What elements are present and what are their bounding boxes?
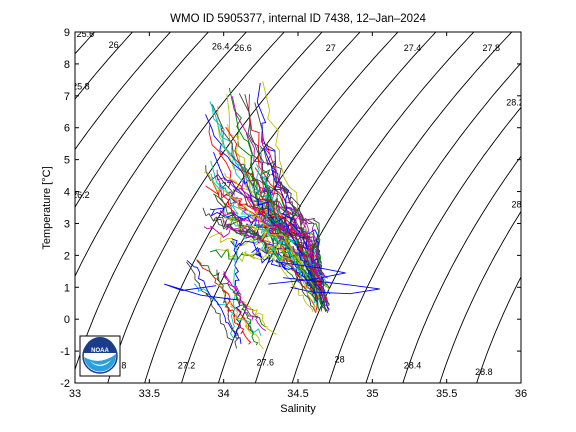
ts-profile-line: [203, 225, 326, 278]
ts-profile-line: [186, 260, 242, 344]
x-tick-label: 34.5: [287, 388, 308, 400]
ts-profile-line: [212, 104, 328, 312]
density-contour-label: .8: [119, 361, 127, 371]
ts-profile-line: [261, 176, 315, 285]
ts-profile-line: [203, 170, 320, 299]
density-contour-line: [291, 32, 513, 383]
ts-profile-line: [196, 259, 254, 333]
noaa-logo: NOAA: [79, 335, 121, 377]
y-tick-label: 9: [64, 27, 70, 39]
ts-profile-line: [227, 124, 316, 286]
ts-profile-line: [205, 114, 316, 286]
y-tick-label: -2: [60, 378, 70, 390]
ts-profile-line: [283, 277, 380, 295]
density-contour-line: [254, 32, 475, 383]
ts-profile-line: [233, 292, 277, 335]
y-tick-label: -1: [60, 346, 70, 358]
ts-profiles: [164, 81, 380, 350]
y-tick-label: 0: [64, 314, 70, 326]
density-contour-label: 26.4: [212, 42, 230, 52]
ts-profile-line: [238, 93, 316, 299]
ts-profile-line: [194, 283, 262, 337]
density-contour-label: 26.2: [72, 190, 90, 200]
density-contour-labels: 25.6 26 26.4 26.6 27 27.4 27.8 25.8 28.2 26.2 28 27…: [72, 29, 524, 377]
ts-profile-line: [224, 297, 252, 345]
x-axis-ticks: 33 33.5 34 34.5 35 35.5 36: [69, 32, 527, 400]
y-tick-label: 4: [64, 187, 70, 199]
y-axis-ticks: -2 -1 0 1 2 3 4 5 6 7 8 9: [60, 27, 521, 390]
density-contour-line: [107, 32, 323, 383]
density-contour-line: [75, 32, 172, 151]
density-contour-label: 28: [335, 354, 345, 364]
ts-profile-line: [210, 209, 329, 309]
density-contour-line: [365, 106, 521, 383]
ts-profile-line: [268, 261, 346, 285]
density-contour-line: [75, 32, 210, 209]
y-tick-label: 2: [64, 250, 70, 262]
ts-profile-line: [164, 283, 239, 301]
density-contour-line: [439, 210, 521, 383]
ts-profile-line: [209, 207, 330, 313]
density-contour-label: 25.6: [77, 29, 95, 39]
density-contour-line: [328, 62, 521, 383]
density-contour-label: 27.2: [178, 361, 196, 371]
ts-profile-line: [263, 176, 314, 278]
y-tick-label: 3: [64, 218, 70, 230]
density-contour-label: 27.6: [257, 357, 275, 367]
y-axis-label: Temperature [°C]: [41, 166, 53, 249]
density-contour-label: 26.6: [234, 43, 252, 53]
y-tick-label: 8: [64, 59, 70, 71]
density-contour-line: [75, 32, 247, 278]
density-contour-label: 28.2: [506, 97, 524, 107]
ts-profile-line: [226, 94, 314, 313]
density-contour-label: 28: [512, 200, 522, 210]
ts-profile-line: [223, 271, 266, 332]
density-contour-line: [75, 32, 285, 372]
density-contour-line: [402, 155, 521, 383]
density-contour-label: 27.4: [404, 43, 422, 53]
x-tick-label: 33.5: [139, 388, 160, 400]
x-tick-label: 33: [69, 388, 81, 400]
x-tick-label: 34: [218, 388, 230, 400]
x-tick-label: 35.5: [436, 388, 457, 400]
density-contour-label: 28.8: [475, 367, 493, 377]
y-tick-label: 1: [64, 282, 70, 294]
density-contour-label: 28.4: [404, 361, 422, 371]
x-axis-label: Salinity: [280, 403, 316, 415]
ts-profile-line: [210, 173, 315, 303]
ts-profile-line: [219, 209, 327, 305]
density-contour-label: 25.8: [72, 81, 90, 91]
ts-profile-line: [216, 269, 240, 349]
ts-profile-line: [229, 240, 238, 339]
ts-profile-line: [235, 292, 259, 346]
ts-profile-line: [222, 270, 254, 321]
density-contour-line: [75, 32, 134, 100]
density-contour-line: [476, 276, 521, 383]
density-contour-label: 27: [326, 43, 336, 53]
x-tick-label: 35: [366, 388, 378, 400]
density-contour-label: 27.8: [483, 43, 501, 53]
noaa-logo-text: NOAA: [91, 348, 109, 354]
density-contour-label: 26: [109, 40, 119, 50]
ts-profile-line: [186, 261, 234, 341]
chart-title: WMO ID 5905377, internal ID 7438, 12–Jan…: [170, 13, 426, 25]
y-tick-label: 7: [64, 91, 70, 103]
y-tick-label: 6: [64, 123, 70, 135]
x-tick-label: 36: [515, 388, 527, 400]
y-tick-label: 5: [64, 155, 70, 167]
